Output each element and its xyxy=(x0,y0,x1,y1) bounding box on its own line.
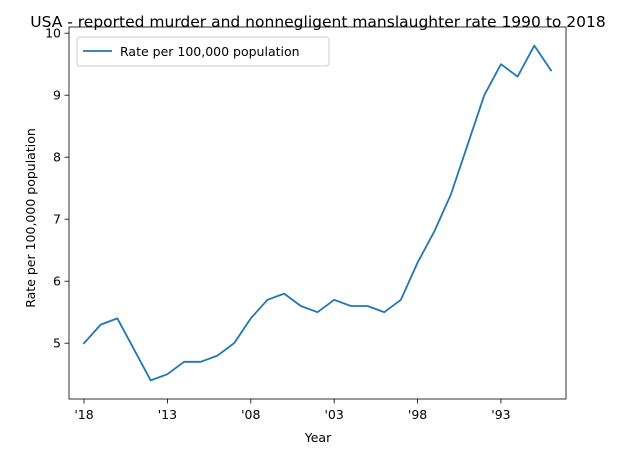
x-axis-label: Year xyxy=(304,430,332,445)
y-tick-label: 9 xyxy=(53,88,61,103)
plot-frame xyxy=(68,26,567,400)
y-tick-label: 7 xyxy=(53,212,61,227)
y-axis: 5 6 7 8 9 10 xyxy=(45,26,69,351)
legend-box xyxy=(76,36,330,67)
x-tick-label: '18 xyxy=(74,407,93,422)
y-tick-label: 10 xyxy=(45,26,61,41)
x-tick-label: '03 xyxy=(325,407,344,422)
x-tick-label: '98 xyxy=(408,407,427,422)
chart-title: USA - reported murder and nonnegligent m… xyxy=(30,13,606,31)
y-tick-label: 5 xyxy=(53,336,61,351)
legend-entry: Rate per 100,000 population xyxy=(120,44,300,59)
x-tick-label: '93 xyxy=(491,407,510,422)
y-tick-label: 6 xyxy=(53,274,61,289)
y-axis-label: Rate per 100,000 population xyxy=(23,128,38,308)
x-tick-label: '08 xyxy=(241,407,260,422)
x-axis: '18 '13 '08 '03 '98 '93 xyxy=(74,399,511,422)
legend: Rate per 100,000 population xyxy=(76,36,330,67)
y-tick-label: 8 xyxy=(53,150,61,165)
plot-area xyxy=(82,44,553,382)
x-tick-label: '13 xyxy=(158,407,177,422)
series-line xyxy=(82,44,553,382)
